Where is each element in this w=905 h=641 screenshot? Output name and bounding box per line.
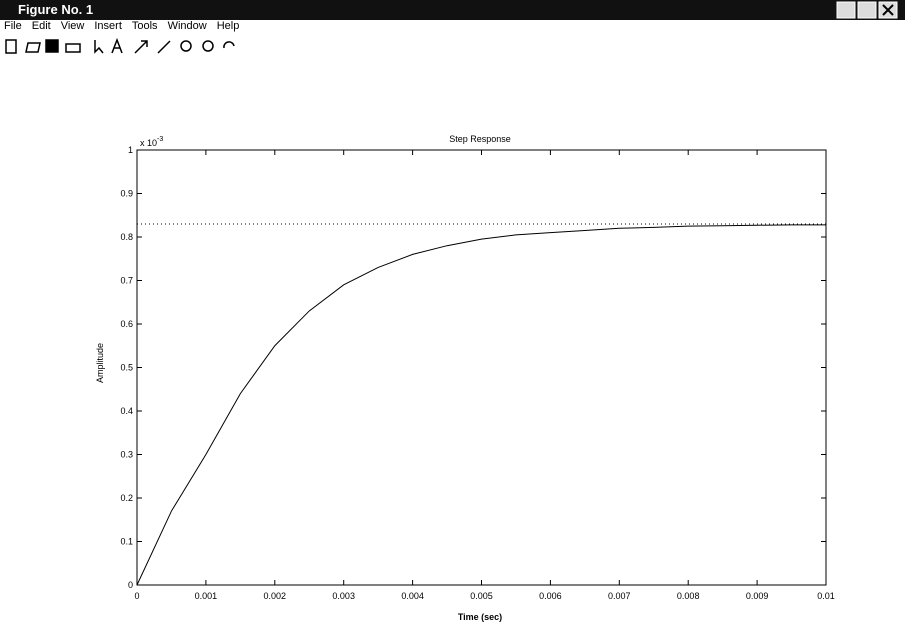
minimize-button[interactable] [836,1,856,19]
menu-item[interactable]: Insert [94,20,122,32]
toolbar [5,37,235,54]
print-icon[interactable] [65,43,81,53]
x-tick-label: 0.001 [195,591,218,601]
save-icon[interactable] [45,39,59,53]
y-tick-label: 0.9 [120,189,133,199]
x-tick-label: 0.002 [264,591,287,601]
chart: Step Response Time (sec) Amplitude x 10-… [95,134,835,622]
y-tick-label: 0.5 [120,363,133,373]
y-tick-label: 0.3 [120,450,133,460]
text-icon[interactable] [111,37,123,54]
y-tick-label: 0 [128,580,133,590]
rotate-icon[interactable] [223,41,235,49]
y-tick-label: 0.6 [120,319,133,329]
x-tick-label: 0.01 [817,591,835,601]
y-axis-label: Amplitude [95,343,105,383]
plot-area [136,149,827,586]
select-icon[interactable] [94,40,104,54]
zoom-out-icon[interactable] [202,40,214,52]
maximize-button[interactable] [857,1,877,19]
x-tick-label: 0.007 [608,591,631,601]
x-tick-label: 0.006 [539,591,562,601]
x-tick-label: 0.005 [470,591,493,601]
x-axis-label: Time (sec) [458,612,502,622]
y-tick-label: 0.7 [120,276,133,286]
new-icon[interactable] [5,39,17,54]
x-tick-label: 0.008 [677,591,700,601]
arrow-icon[interactable] [134,40,148,54]
menu-item[interactable]: Edit [31,20,51,32]
response-line [136,224,826,586]
menu-item[interactable]: Window [167,20,207,32]
chart-title: Step Response [449,134,511,144]
y-tick-label: 0.8 [120,232,133,242]
x-tick-label: 0.004 [401,591,424,601]
menu-item[interactable]: View [60,20,85,32]
open-icon[interactable] [25,42,41,53]
x-tick-label: 0.003 [332,591,355,601]
line-icon[interactable] [157,40,171,54]
y-tick-label: 0.1 [120,537,133,547]
y-tick-label: 0.2 [120,493,133,503]
window-title: Figure No. 1 [18,2,94,17]
x-tick-label: 0.009 [746,591,769,601]
menu-item[interactable]: Tools [131,20,158,32]
x-tick-label: 0 [134,591,139,601]
y-tick-label: 1 [128,145,133,155]
multiplier-base: x 10 [140,138,157,148]
menu-item[interactable]: File [4,20,22,32]
multiplier-exponent: -3 [157,136,163,143]
window-buttons [836,1,898,19]
y-tick-label: 0.4 [120,406,133,416]
menu-item[interactable]: Help [216,20,240,32]
zoom-in-icon[interactable] [180,40,192,52]
title-bar: Figure No. 1 [0,0,905,20]
y-multiplier: x 10-3 [140,136,163,148]
menu-bar: File Edit View Insert Tools Window Help [0,20,905,36]
